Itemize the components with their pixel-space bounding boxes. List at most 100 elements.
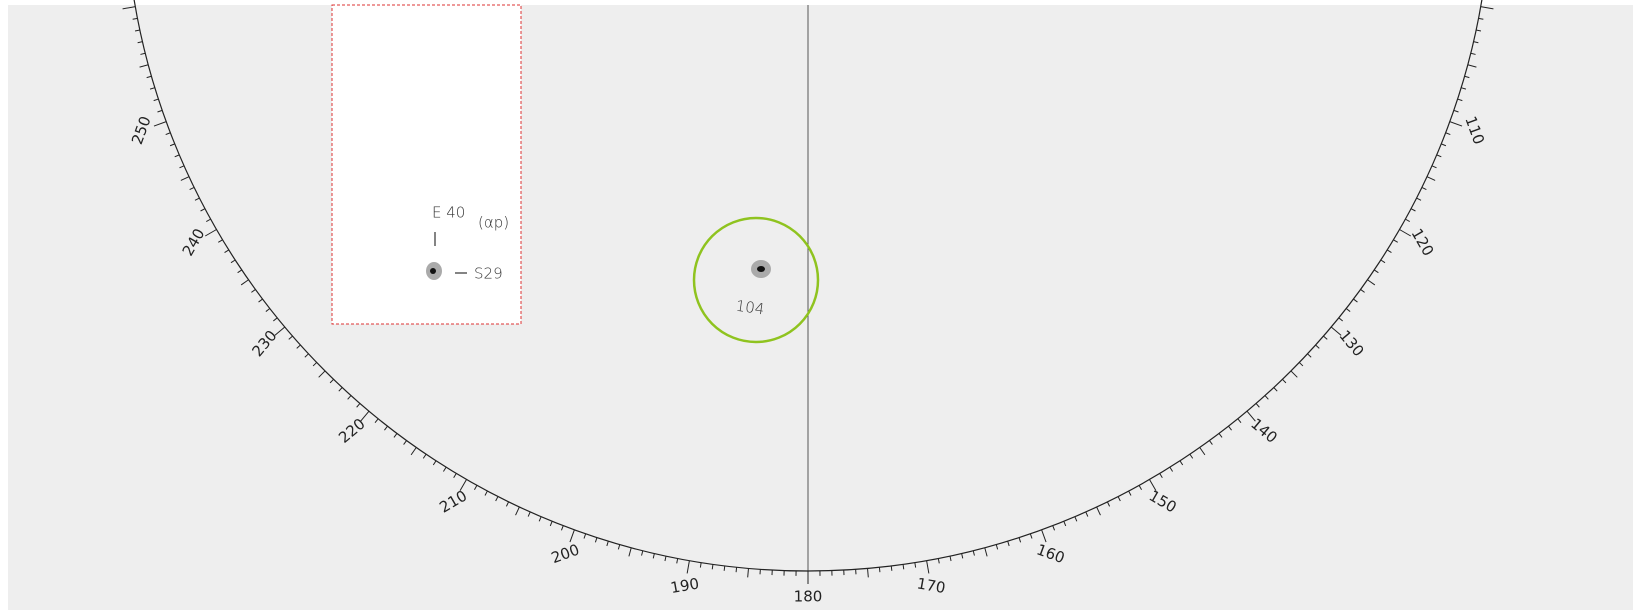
limb-tick: [1393, 239, 1398, 243]
limb-tick: [206, 218, 211, 222]
limb-tick: [937, 558, 940, 564]
limb-tick: [139, 64, 149, 68]
limb-tick: [1353, 298, 1358, 303]
limb-tick: [165, 132, 171, 136]
limb-tick: [374, 418, 379, 423]
degree-label: 110: [1461, 114, 1488, 147]
limb-tick: [1453, 109, 1459, 113]
limb-tick: [1189, 453, 1194, 459]
limb-tick: [1457, 98, 1463, 102]
limb-tick: [1255, 403, 1260, 408]
limb-tick: [617, 544, 621, 550]
limb-tick: [1464, 75, 1470, 79]
limb-tick: [1431, 165, 1437, 169]
limb-tick: [204, 229, 217, 237]
limb-tick: [641, 550, 644, 556]
degree-label: 130: [1335, 327, 1367, 361]
limb-tick: [218, 239, 223, 243]
limb-tick: [949, 555, 952, 562]
limb-tick: [288, 335, 293, 340]
limb-tick: [569, 529, 575, 543]
limb-tick: [393, 433, 398, 438]
limb-tick: [560, 525, 564, 531]
limb-tick: [1380, 259, 1386, 264]
limb-tick: [723, 565, 726, 571]
degree-label: 200: [549, 540, 582, 567]
degree-label: 150: [1146, 487, 1180, 517]
limb-tick: [1179, 460, 1184, 466]
limb-tick: [1449, 121, 1463, 127]
limb-tick: [459, 479, 467, 492]
limb-tick: [594, 537, 598, 543]
limb-tick: [140, 52, 146, 55]
limb-tick: [1117, 496, 1121, 502]
limb-tick: [686, 560, 690, 574]
limb-tick: [180, 176, 190, 181]
limb-tick: [1159, 473, 1163, 478]
limb-tick: [878, 567, 881, 573]
inset-label: (αp): [478, 214, 509, 232]
limb-tick: [1473, 41, 1479, 44]
limb-tick: [1405, 218, 1410, 222]
limb-tick: [1218, 433, 1223, 438]
limb-tick: [1478, 17, 1484, 20]
limb-tick: [606, 541, 609, 547]
limb-tick: [1029, 533, 1033, 539]
limb-tick: [676, 558, 679, 564]
limb-tick: [1307, 353, 1312, 358]
limb-tick: [1138, 485, 1142, 490]
limb-tick: [169, 143, 175, 147]
limb-tick: [230, 259, 236, 264]
limb-tick: [961, 553, 964, 559]
limb-tick: [153, 98, 159, 102]
limb-tick: [1128, 490, 1132, 496]
sunspot-umbra: [757, 266, 765, 272]
limb-tick: [1416, 197, 1422, 201]
limb-tick: [224, 249, 230, 254]
limb-tick: [926, 560, 930, 574]
limb-tick: [258, 298, 263, 303]
limb-tick: [1445, 132, 1451, 136]
limb-tick: [338, 387, 343, 392]
degree-label: 120: [1407, 225, 1437, 259]
limb-tick: [189, 186, 195, 191]
limb-tick: [1360, 289, 1365, 293]
limb-tick: [251, 289, 256, 293]
degree-label: 140: [1247, 415, 1281, 447]
limb-tick: [273, 317, 278, 322]
limb-tick: [422, 453, 427, 459]
limb-tick: [274, 326, 286, 336]
limb-tick: [1373, 269, 1379, 274]
limb-tick: [453, 473, 457, 478]
limb-tick: [484, 490, 488, 496]
limb-tick: [1063, 521, 1067, 527]
limb-tick: [1209, 440, 1213, 445]
limb-tick: [1399, 229, 1412, 237]
limb-tick: [1228, 425, 1232, 431]
limb-tick: [1461, 87, 1467, 90]
limb-tick: [174, 154, 180, 158]
limb-tick: [200, 208, 206, 212]
limb-tick: [474, 485, 478, 490]
limb-tick: [1085, 511, 1089, 517]
limb-tick: [122, 6, 136, 10]
limb-tick: [1052, 525, 1056, 531]
degree-label: 220: [335, 415, 369, 447]
limb-tick: [296, 344, 301, 349]
degree-label: 160: [1034, 540, 1067, 567]
limb-tick: [538, 516, 542, 522]
limb-tick: [265, 308, 271, 312]
limb-tick: [1315, 344, 1320, 349]
limb-tick: [149, 87, 155, 90]
limb-tick: [890, 565, 893, 571]
limb-tick: [442, 466, 447, 472]
limb-tick: [1246, 410, 1256, 422]
limb-tick: [318, 370, 326, 378]
group-number: 104: [735, 297, 766, 319]
limb-tick: [1480, 6, 1494, 10]
limb-tick: [157, 109, 163, 113]
limb-tick: [1470, 52, 1476, 55]
limb-tick: [515, 506, 520, 516]
